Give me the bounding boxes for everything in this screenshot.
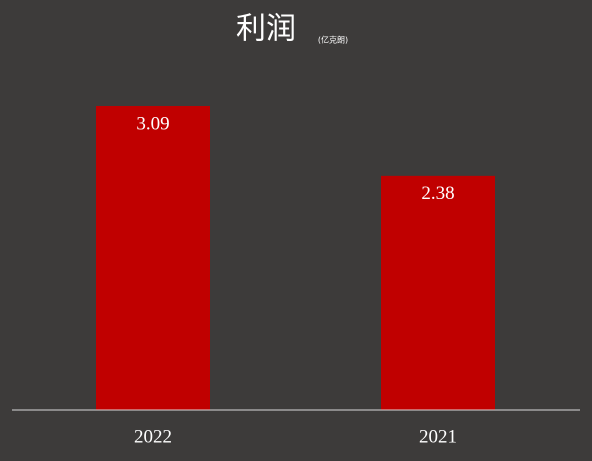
value-label: 2.38 bbox=[421, 183, 454, 204]
chart-title: 利润 bbox=[236, 12, 296, 47]
x-tick-label: 2021 bbox=[419, 426, 457, 447]
value-label: 3.09 bbox=[136, 113, 169, 134]
bar bbox=[381, 175, 495, 410]
x-tick-label: 2022 bbox=[134, 426, 172, 447]
chart-subtitle: (亿克朗) bbox=[318, 35, 348, 45]
bar bbox=[96, 106, 210, 410]
